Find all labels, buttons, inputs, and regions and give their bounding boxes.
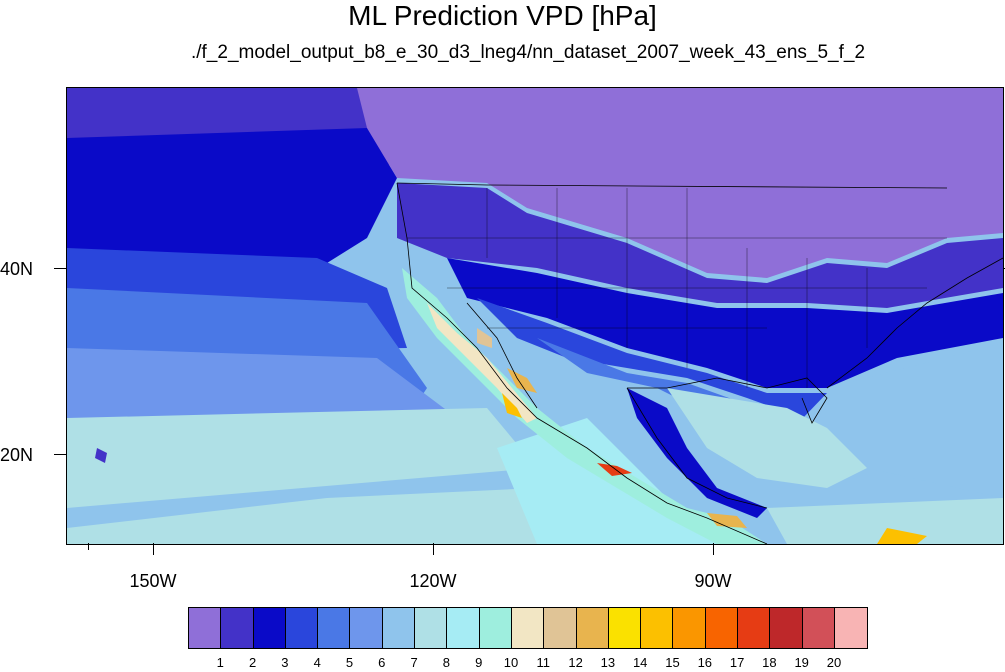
- band-8: [67, 408, 537, 508]
- colorbar-box-11: [544, 608, 577, 648]
- lon-label-150w: 150W: [129, 571, 177, 591]
- colorbar-box-16: [705, 608, 739, 648]
- hot-spot-2: [507, 368, 537, 393]
- lon-label-120w: 120W: [409, 571, 457, 591]
- colorbar-label: 14: [632, 655, 648, 670]
- state-borders: [407, 188, 947, 388]
- colorbar: [188, 607, 869, 649]
- colorbar-box-19: [802, 608, 835, 648]
- colorbar-box-15: [673, 608, 706, 648]
- colorbar-box-13: [608, 608, 642, 648]
- colorbar-label: 13: [600, 655, 616, 670]
- hot-spot-3: [502, 393, 522, 418]
- lat-tick-20n: [54, 454, 66, 455]
- lat-tick-40n: [54, 268, 66, 269]
- colorbar-label: 8: [442, 655, 450, 670]
- lat-label-40n: 40N: [0, 259, 34, 279]
- hot-spot-1: [477, 328, 492, 348]
- colorbar-label: 2: [248, 655, 257, 670]
- colorbar-label: 1: [216, 655, 224, 670]
- colorbar-box-2: [253, 608, 286, 648]
- colorbar-box-18: [770, 608, 803, 648]
- colorbar-label: 16: [697, 655, 713, 670]
- plot-subtitle: ./f_2_model_output_b8_e_30_d3_lneg4/nn_d…: [190, 42, 866, 63]
- colorbar-box-8: [447, 608, 480, 648]
- colorbar-label: 10: [503, 655, 519, 670]
- colorbar-label: 18: [762, 655, 777, 670]
- colorbar-label: 20: [826, 655, 842, 670]
- vpd-map: [66, 87, 1004, 545]
- colorbar-label: 12: [568, 655, 583, 670]
- canada-region: [357, 88, 1003, 278]
- colorbar-label: 9: [475, 655, 483, 670]
- hot-spot-5: [707, 513, 747, 528]
- central-us-region: [447, 258, 1003, 388]
- colorbar-box-9: [479, 608, 512, 648]
- hot-spot-6: [877, 528, 927, 544]
- colorbar-box-0: [189, 608, 222, 648]
- band-3: [67, 128, 397, 263]
- lon-tick: [88, 543, 89, 550]
- northern-us-region: [397, 183, 1003, 308]
- colorbar-label: 15: [665, 655, 680, 670]
- plot-title: ML Prediction VPD [hPa]: [348, 0, 657, 31]
- lat-tick-40n-right: [1003, 268, 1005, 269]
- coastlines: [396, 182, 1003, 544]
- colorbar-label: 17: [729, 655, 745, 670]
- vpd-field: [67, 88, 1003, 544]
- colorbar-box-10: [511, 608, 545, 648]
- colorbar-box-5: [350, 608, 383, 648]
- colorbar-box-17: [738, 608, 771, 648]
- colorbar-label: 7: [410, 655, 418, 670]
- colorbar-box-20: [834, 608, 868, 648]
- colorbar-label: 3: [281, 655, 289, 670]
- colorbar-box-4: [318, 608, 351, 648]
- colorbar-box-3: [285, 608, 319, 648]
- mexico-gulf-band: [627, 388, 767, 518]
- colorbar-box-14: [641, 608, 674, 648]
- lon-tick-120w: [433, 543, 434, 555]
- baja-dry-zone: [427, 303, 537, 423]
- hawaii-island: [95, 448, 107, 463]
- colorbar-label: 11: [536, 655, 551, 670]
- band-8-south: [67, 488, 627, 544]
- lat-label-20n: 20N: [0, 445, 34, 465]
- southern-us-region: [477, 298, 827, 418]
- hot-spot-4: [597, 463, 632, 476]
- colorbar-label: 5: [345, 655, 354, 670]
- colorbar-box-12: [576, 608, 609, 648]
- lon-label-90w: 90W: [694, 571, 732, 591]
- colorbar-box-1: [221, 608, 254, 648]
- caribbean: [767, 498, 1003, 544]
- colorbar-label: 6: [378, 655, 386, 670]
- colorbar-label: 4: [313, 655, 321, 670]
- colorbar-box-7: [415, 608, 448, 648]
- lon-tick-150w: [153, 543, 154, 555]
- colorbar-box-6: [382, 608, 416, 648]
- colorbar-label: 19: [794, 655, 809, 670]
- gulf-of-mexico: [667, 388, 867, 488]
- atlantic-region: [827, 343, 1003, 498]
- band-6: [67, 348, 457, 428]
- lon-tick-90w: [713, 543, 714, 555]
